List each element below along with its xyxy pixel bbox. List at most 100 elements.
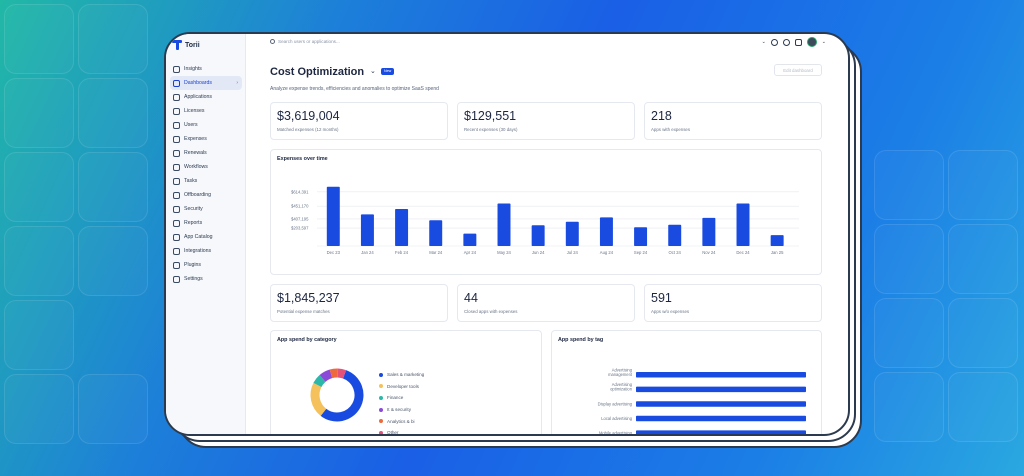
chat-icon[interactable] <box>782 38 790 46</box>
bar-chart-icon <box>173 65 180 73</box>
search-input[interactable] <box>278 38 398 45</box>
legend-swatch <box>379 419 383 424</box>
bar-mar-24 <box>429 220 443 246</box>
search-box[interactable] <box>270 38 398 45</box>
legend-swatch <box>379 372 383 377</box>
integrations-icon <box>173 247 180 255</box>
background-tile <box>78 226 148 296</box>
donut-slice-it-security <box>319 369 333 382</box>
report-icon <box>173 219 180 227</box>
tag-bar-advertising-management <box>636 372 806 378</box>
sidebar-item-label: Workflows <box>184 164 208 170</box>
notifications-icon[interactable] <box>794 38 802 46</box>
background-tile <box>4 300 74 370</box>
chevron-down-icon[interactable]: ⌄ <box>370 68 376 75</box>
sidebar-item-renewals[interactable]: Renewals <box>170 146 242 160</box>
legend-item[interactable]: Sales & marketing <box>379 369 424 381</box>
brand-logo[interactable]: Torii <box>172 40 200 50</box>
dollar-icon <box>173 135 180 143</box>
legend-item[interactable]: Analytics & bi <box>379 415 424 427</box>
category-legend: Sales & marketing Developer tools Finance I… <box>379 369 424 436</box>
x-tick-label: Dec 23 <box>327 250 341 255</box>
kpi-card-recent-expenses[interactable]: $129,551 Recent expenses (30 days) <box>457 102 635 140</box>
background-tile <box>4 152 74 222</box>
x-tick-label: Jan 25 <box>771 250 784 255</box>
legend-item[interactable]: Developer tools <box>379 381 424 393</box>
bar-jul-24 <box>565 221 579 246</box>
sidebar-item-label: Tasks <box>184 178 198 184</box>
sidebar-item-label: Expenses <box>184 136 207 142</box>
sidebar-item-label: Integrations <box>184 248 212 254</box>
x-tick-label: Apr 24 <box>464 250 477 255</box>
tag-label: Advertising optimization <box>610 382 633 392</box>
sidebar-item-app-catalog[interactable]: App Catalog <box>170 230 242 244</box>
sidebar-item-applications[interactable]: Applications <box>170 90 242 104</box>
background-tile <box>874 372 944 442</box>
background-tile <box>948 150 1018 220</box>
app-spend-by-tag-card: App spend by tag Advertising management Ad… <box>551 330 822 436</box>
sidebar-item-plugins[interactable]: Plugins <box>170 258 242 272</box>
expenses-bar-chart: $614,391 $451,170 $407,195 $203,597 Dec 23 Ja… <box>291 186 799 255</box>
sidebar-item-security[interactable]: Security <box>170 202 242 216</box>
x-tick-label: Jan 24 <box>361 250 374 255</box>
torii-logo-icon <box>172 40 182 50</box>
donut-slice-sales-marketing <box>320 370 364 422</box>
gear-icon <box>173 275 180 283</box>
sidebar-item-offboarding[interactable]: Offboarding <box>170 188 242 202</box>
kpi-value: 591 <box>651 291 672 305</box>
sidebar-item-reports[interactable]: Reports <box>170 216 242 230</box>
legend-item[interactable]: Finance <box>379 392 424 404</box>
plugin-icon <box>173 261 180 269</box>
legend-label: Finance <box>387 395 404 401</box>
legend-label: It & security <box>387 407 411 413</box>
chevron-right-icon: › <box>236 80 238 86</box>
kpi-value: 218 <box>651 109 672 123</box>
legend-item[interactable]: It & security <box>379 404 424 416</box>
tag-label: Display advertising <box>598 401 633 406</box>
workflow-icon <box>173 163 180 171</box>
kpi-card-matched-expenses[interactable]: $3,619,004 Matched expenses (12 months) <box>270 102 448 140</box>
sidebar-item-dashboards[interactable]: Dashboards › <box>170 76 242 90</box>
help-icon[interactable] <box>770 38 778 46</box>
kpi-card-apps-with-expenses[interactable]: 218 Apps with expenses <box>644 102 822 140</box>
edit-dashboard-button[interactable]: Edit dashboard <box>774 64 822 76</box>
kpi-label: Matched expenses (12 months) <box>277 127 339 132</box>
top-bar-icons: ⌄ ⌄ <box>762 37 826 47</box>
x-tick-label: Mar 24 <box>429 250 443 255</box>
bar-aug-24 <box>599 217 613 246</box>
expenses-over-time-card: Expenses over time $614,391 $451,170 $407,… <box>270 149 822 275</box>
tag-bar-advertising-optimization <box>636 386 806 393</box>
kpi-card-closed-apps[interactable]: 44 Closed apps with expenses <box>457 284 635 322</box>
shield-icon <box>173 205 180 213</box>
sidebar-item-label: Offboarding <box>184 192 212 198</box>
apps-icon <box>173 93 180 101</box>
legend-item[interactable]: Other <box>379 427 424 436</box>
sidebar-item-insights[interactable]: Insights <box>170 62 242 76</box>
sidebar-item-licenses[interactable]: Licenses <box>170 104 242 118</box>
donut-slice-other <box>337 368 347 379</box>
background-tile <box>4 374 74 444</box>
chevron-down-icon[interactable]: ⌄ <box>761 39 766 45</box>
tag-label: Mobile advertising <box>599 431 633 436</box>
background-tile <box>78 78 148 148</box>
sidebar-item-integrations[interactable]: Integrations <box>170 244 242 258</box>
app-window: Torii Insights Dashboards › Applications Lic… <box>164 32 850 436</box>
users-icon <box>173 121 180 129</box>
sidebar-item-expenses[interactable]: Expenses <box>170 132 242 146</box>
kpi-label: Potential expense matches <box>277 309 330 314</box>
catalog-icon <box>173 233 180 241</box>
sidebar-item-users[interactable]: Users <box>170 118 242 132</box>
sidebar-item-settings[interactable]: Settings <box>170 272 242 286</box>
avatar[interactable] <box>806 37 817 47</box>
kpi-card-potential-matches[interactable]: $1,845,237 Potential expense matches <box>270 284 448 322</box>
tag-bar-display-advertising <box>636 401 806 407</box>
page-title: Cost Optimization <box>270 66 365 78</box>
legend-label: Other <box>387 430 399 436</box>
sidebar-item-workflows[interactable]: Workflows <box>170 160 242 174</box>
account-chevron-icon[interactable]: ⌄ <box>821 39 826 45</box>
sidebar-item-tasks[interactable]: Tasks <box>170 174 242 188</box>
x-tick-label: Jul 24 <box>567 250 579 255</box>
kpi-card-apps-without-expenses[interactable]: 591 Apps w/o expenses <box>644 284 822 322</box>
card-title: App spend by category <box>277 337 337 343</box>
tasks-icon <box>173 177 180 185</box>
